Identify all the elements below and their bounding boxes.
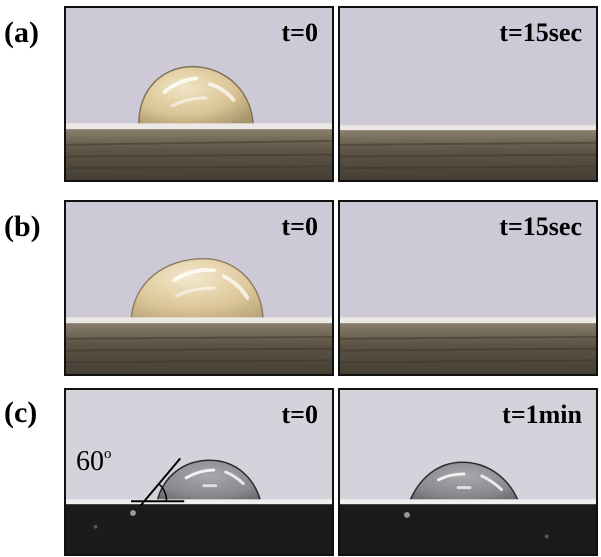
photo-b-t0 (66, 202, 332, 374)
row-label-b: (b) (4, 210, 41, 243)
time-label: t=0 (281, 18, 318, 47)
photo-c-t0 (66, 390, 332, 554)
photo-a-t0 (66, 8, 332, 180)
time-label: t=15sec (499, 212, 582, 241)
droplet (407, 461, 521, 504)
panel-a-t0: t=0 (64, 6, 334, 182)
row-label-c: (c) (4, 396, 38, 429)
panel-b-t0: t=0 (64, 200, 334, 376)
time-label: t=0 (281, 212, 318, 241)
substrate (66, 504, 332, 554)
photo-a-t15 (340, 8, 596, 180)
row-label-a: (a) (4, 16, 39, 49)
droplet (138, 65, 254, 128)
photo-c-t1min (340, 390, 596, 554)
photo-b-t15 (340, 202, 596, 374)
time-label: t=15sec (499, 18, 582, 47)
contact-angle-label: 60o (76, 445, 112, 477)
panel-c-t0: t=0 60o (64, 388, 334, 556)
droplet (155, 459, 262, 504)
substrate (340, 504, 596, 554)
time-label: t=1min (502, 400, 582, 429)
panel-c-t1min: t=1min (338, 388, 598, 556)
panel-b-t15: t=15sec (338, 200, 598, 376)
time-label: t=0 (281, 400, 318, 429)
contact-angle-tangent (140, 457, 182, 506)
panel-a-t15: t=15sec (338, 6, 598, 182)
